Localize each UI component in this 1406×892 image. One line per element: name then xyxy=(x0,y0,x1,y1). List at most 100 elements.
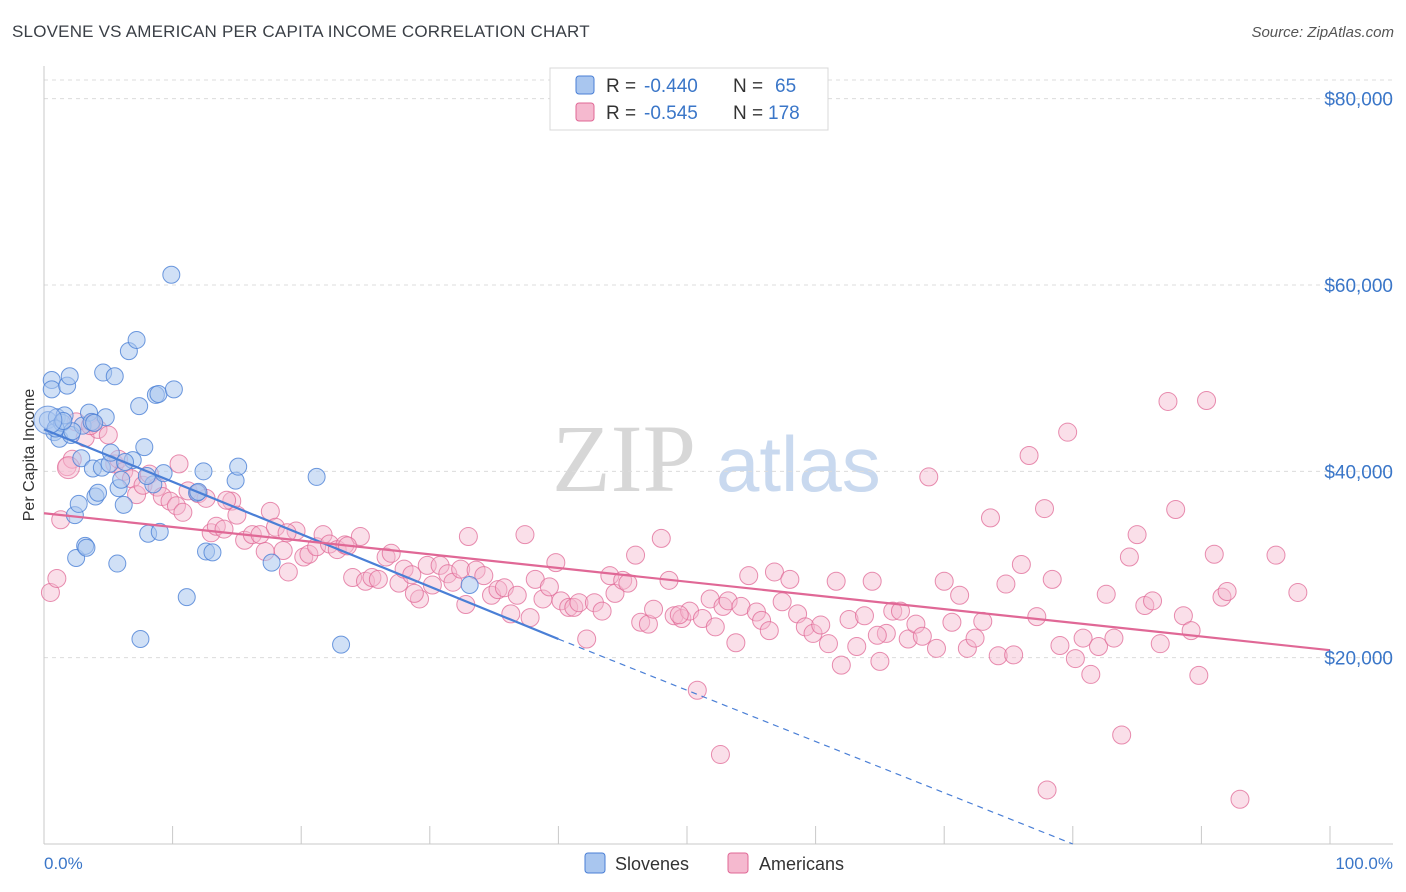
american-point xyxy=(451,559,471,579)
american-point xyxy=(1288,582,1308,602)
american-point xyxy=(1166,500,1186,520)
american-point xyxy=(764,562,784,582)
watermark-zip: ZIP xyxy=(552,405,696,512)
american-point xyxy=(404,583,424,603)
slovene-point xyxy=(307,467,326,486)
american-point xyxy=(739,566,759,586)
american-point xyxy=(1073,628,1093,648)
watermark-atlas: atlas xyxy=(716,420,881,508)
american-point xyxy=(362,568,382,588)
legend-n-value-1: 65 xyxy=(775,76,796,97)
american-point xyxy=(618,573,638,593)
american-point xyxy=(1119,547,1139,567)
american-point xyxy=(1096,584,1116,604)
bottom-legend-swatch-americans xyxy=(727,852,749,874)
american-point xyxy=(410,589,430,609)
american-point xyxy=(672,609,692,629)
top-legend-swatch-blue xyxy=(575,75,595,95)
chart-title: SLOVENE VS AMERICAN PER CAPITA INCOME CO… xyxy=(12,22,590,41)
top-legend: R = -0.440 N = 65 R = -0.545 N = 178 xyxy=(549,67,829,131)
slovene-point xyxy=(149,384,168,403)
slovene-point xyxy=(42,380,61,399)
american-point xyxy=(1127,525,1147,545)
american-point xyxy=(539,577,559,597)
x-tick-label-min: 0.0% xyxy=(44,854,83,873)
americans-points xyxy=(40,391,1308,809)
y-tick-label: $80,000 xyxy=(1324,90,1393,111)
american-point xyxy=(559,597,579,617)
slovene-point xyxy=(114,495,133,514)
american-point xyxy=(1158,391,1178,411)
american-point xyxy=(669,605,689,625)
american-point xyxy=(759,621,779,641)
trend-lines xyxy=(43,428,1331,845)
american-point xyxy=(1037,780,1057,800)
american-point xyxy=(600,566,620,586)
american-point xyxy=(273,541,293,561)
bottom-legend-americans: Americans xyxy=(759,854,844,874)
american-point xyxy=(577,629,597,649)
american-point xyxy=(839,609,859,629)
american-point xyxy=(906,614,926,634)
american-point xyxy=(687,680,707,700)
american-point xyxy=(1204,544,1224,564)
y-axis-label: Per Capita Income xyxy=(21,389,38,522)
slovene-point xyxy=(77,538,96,557)
slovene-point xyxy=(108,554,127,573)
slovene-point xyxy=(89,483,108,502)
legend-r-value-1: -0.440 xyxy=(644,76,698,97)
american-point xyxy=(515,525,535,545)
american-point xyxy=(1266,545,1286,565)
top-legend-box xyxy=(549,67,829,131)
american-point xyxy=(169,454,189,474)
american-point xyxy=(1065,649,1085,669)
american-point xyxy=(1089,636,1109,656)
american-point xyxy=(592,601,612,621)
american-point xyxy=(780,569,800,589)
american-point xyxy=(1212,587,1232,607)
american-point xyxy=(973,611,993,631)
american-point xyxy=(644,599,664,619)
american-point xyxy=(854,606,874,626)
american-point xyxy=(1081,664,1101,684)
legend-n-value-2: 178 xyxy=(768,103,800,124)
slovene-point xyxy=(150,522,169,541)
chart-source: Source: ZipAtlas.com xyxy=(1251,24,1394,41)
american-point xyxy=(1173,606,1193,626)
american-point xyxy=(988,646,1008,666)
slovene-point xyxy=(112,470,131,489)
american-point xyxy=(942,612,962,632)
american-point xyxy=(1189,665,1209,685)
american-point xyxy=(926,638,946,658)
american-point xyxy=(718,591,738,611)
slovenes-trend-line xyxy=(43,428,559,641)
american-point xyxy=(1050,636,1070,656)
slovene-point xyxy=(262,553,281,572)
slovene-point xyxy=(69,494,88,513)
american-point xyxy=(867,625,887,645)
y-tick-label: $40,000 xyxy=(1324,462,1393,483)
legend-n-label-2: N = xyxy=(733,103,763,124)
american-point xyxy=(488,580,508,600)
american-point xyxy=(957,638,977,658)
american-point xyxy=(1104,628,1124,648)
bottom-legend-swatch-slovenes xyxy=(584,852,606,874)
y-tick-labels: $20,000 $40,000 $60,000 $80,000 xyxy=(1324,90,1393,670)
american-point xyxy=(1004,645,1024,665)
american-point xyxy=(651,528,671,548)
american-point xyxy=(458,527,478,547)
american-point xyxy=(1112,725,1132,745)
american-point xyxy=(1035,499,1055,519)
american-point xyxy=(368,569,388,589)
american-point xyxy=(350,527,370,547)
american-point xyxy=(1027,607,1047,627)
american-point xyxy=(996,574,1016,594)
american-point xyxy=(705,617,725,637)
slovene-point xyxy=(60,367,79,386)
american-point xyxy=(710,745,730,765)
american-point xyxy=(898,629,918,649)
slovene-point xyxy=(131,630,150,649)
american-point xyxy=(664,606,684,626)
slovene-point xyxy=(332,635,351,654)
